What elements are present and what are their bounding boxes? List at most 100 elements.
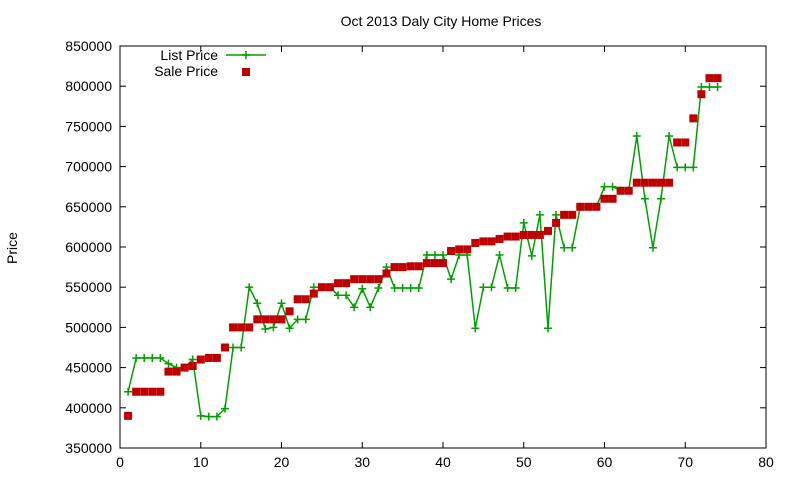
sale-price-point	[535, 230, 544, 239]
x-tick-label: 60	[597, 454, 613, 470]
list-price-point	[535, 210, 544, 219]
list-price-point	[608, 182, 617, 191]
sale-price-point	[180, 363, 189, 372]
sale-price-point	[293, 295, 302, 304]
list-price-point	[560, 243, 569, 252]
sale-price-point	[325, 283, 334, 292]
list-price-point	[261, 325, 270, 334]
list-price-point	[293, 315, 302, 324]
sale-price-point	[600, 194, 609, 203]
list-price-point	[552, 210, 561, 219]
list-price-point	[132, 353, 141, 362]
x-tick-label: 0	[116, 454, 124, 470]
list-price-point	[350, 303, 359, 312]
sale-price-point	[519, 230, 528, 239]
sale-price-point	[309, 289, 318, 298]
sale-price-point	[430, 259, 439, 268]
x-tick-label: 10	[193, 454, 209, 470]
y-tick-label: 700000	[65, 159, 112, 175]
sale-price-point	[511, 232, 520, 241]
legend-marker-sale-price	[242, 68, 250, 76]
y-tick-label: 600000	[65, 239, 112, 255]
sale-price-point	[608, 194, 617, 203]
sale-price-point	[220, 343, 229, 352]
sale-price-point	[172, 367, 181, 376]
list-price-point	[164, 359, 173, 368]
list-price-point	[301, 315, 310, 324]
list-price-point	[568, 243, 577, 252]
list-price-point	[148, 353, 157, 362]
axes-ticks: 0 10 20 30 40 50 60 70 80 350000 400000 450000 50000…	[65, 38, 774, 470]
sale-price-point	[277, 315, 286, 324]
sale-price-point	[229, 323, 238, 332]
y-axis-label: Price	[4, 232, 20, 264]
sale-price-point	[657, 178, 666, 187]
sale-price-point	[673, 138, 682, 147]
sale-price-point	[124, 411, 133, 420]
sale-price-point	[665, 178, 674, 187]
list-price-point	[681, 163, 690, 172]
sale-price-point	[398, 263, 407, 272]
list-price-point	[269, 323, 278, 332]
list-price-point	[406, 284, 415, 293]
list-price-point	[519, 218, 528, 227]
list-price-point	[471, 324, 480, 333]
list-price-point	[648, 243, 657, 252]
sale-price-point	[624, 186, 633, 195]
list-price-point	[430, 251, 439, 260]
list-price-point	[632, 132, 641, 141]
sale-price-point	[487, 237, 496, 246]
list-price-point	[237, 343, 246, 352]
series-layer	[124, 74, 722, 421]
sale-price-point	[196, 355, 205, 364]
sale-price-point	[132, 387, 141, 396]
sale-price-point	[713, 74, 722, 83]
sale-price-point	[503, 232, 512, 241]
list-price-point	[479, 283, 488, 292]
sale-price-point	[592, 202, 601, 211]
sale-price-point	[616, 186, 625, 195]
list-price-point	[713, 83, 722, 92]
list-price-point	[196, 411, 205, 420]
list-price-point	[334, 291, 343, 300]
sale-price-point	[447, 247, 456, 256]
list-price-point	[204, 412, 213, 421]
sale-price-point	[156, 387, 165, 396]
sale-price-point	[697, 90, 706, 99]
sale-price-point	[390, 263, 399, 272]
legend-label-list-price: List Price	[160, 47, 218, 63]
y-tick-label: 500000	[65, 319, 112, 335]
list-price-point	[495, 251, 504, 260]
sale-price-point	[568, 210, 577, 219]
list-price-point	[253, 299, 262, 308]
y-tick-label: 450000	[65, 360, 112, 376]
sale-price-point	[689, 114, 698, 123]
sale-price-point	[495, 234, 504, 243]
y-tick-label: 350000	[65, 440, 112, 456]
list-price-point	[503, 284, 512, 293]
x-tick-label: 50	[516, 454, 532, 470]
x-tick-label: 40	[435, 454, 451, 470]
sale-price-point	[253, 315, 262, 324]
y-tick-label: 850000	[65, 38, 112, 54]
sale-price-point	[439, 259, 447, 268]
sale-price-point	[681, 138, 690, 147]
list-price-point	[220, 404, 229, 413]
sale-price-point	[560, 210, 569, 219]
list-price-point	[640, 194, 649, 203]
sale-price-point	[543, 226, 552, 235]
y-tick-label: 400000	[65, 400, 112, 416]
sale-price-point	[382, 269, 391, 278]
y-tick-label: 750000	[65, 118, 112, 134]
plot-frame	[119, 45, 767, 449]
list-price-point	[245, 283, 254, 292]
sale-price-point	[261, 315, 270, 324]
sale-price-point	[188, 361, 197, 370]
list-price-point	[414, 284, 423, 293]
list-price-point	[229, 343, 238, 352]
sale-price-point	[366, 275, 375, 284]
sale-price-point	[552, 218, 561, 227]
list-price-point	[673, 163, 682, 172]
sale-price-point	[350, 275, 359, 284]
